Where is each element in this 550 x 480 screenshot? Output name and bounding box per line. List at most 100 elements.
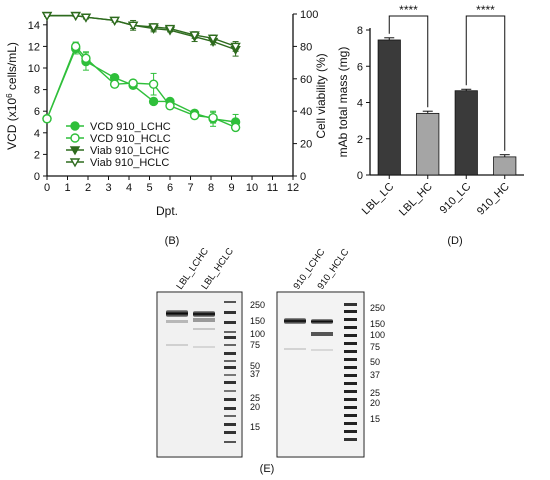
- data-point: [80, 13, 92, 23]
- chart-b-series: [41, 11, 241, 133]
- x-tick-label: 2: [85, 182, 91, 194]
- y-tick-label-left: 0: [34, 171, 40, 183]
- marker-label: 15: [370, 414, 380, 424]
- marker-label: 37: [250, 369, 260, 379]
- data-point: [70, 41, 81, 52]
- marker-label: 15: [250, 422, 260, 432]
- x-tick-label: 4: [126, 182, 132, 194]
- marker-label: 50: [250, 361, 260, 371]
- marker-label: 25: [250, 393, 260, 403]
- data-point: [81, 53, 91, 63]
- marker-label: 20: [250, 402, 260, 412]
- y-tick-label: 6: [357, 61, 363, 73]
- y-tick-label-left: 14: [28, 20, 40, 32]
- marker-label: 25: [370, 388, 380, 398]
- y-tick-label-right: 20: [300, 139, 312, 151]
- marker-label: 150: [370, 319, 385, 329]
- significance-1-bracket: [388, 15, 429, 108]
- chart-b-ylabel-left: VCD (x106 cells/mL): [5, 42, 19, 150]
- x-tick-label: 9: [228, 182, 234, 194]
- data-point: [189, 31, 200, 41]
- y-tick-label-right: 80: [300, 41, 312, 53]
- marker-label: 250: [250, 300, 265, 310]
- data-point: [109, 79, 120, 89]
- chart-d-caption: (D): [447, 235, 462, 247]
- band-lbl-lchc-150: [166, 310, 188, 317]
- data-point: [207, 34, 219, 44]
- y-tick-label-left: 2: [34, 149, 40, 161]
- data-point: [208, 112, 218, 123]
- data-point: [189, 110, 200, 121]
- data-point: [230, 42, 241, 52]
- y-tick-label: 0: [357, 170, 363, 182]
- legend-label: Viab 910_HCLC: [90, 157, 169, 169]
- chart-d-ylabel: mAb total mass (mg): [336, 47, 350, 158]
- x-tick-label: 3: [105, 182, 111, 194]
- legend-marker: [70, 133, 80, 143]
- data-point: [148, 23, 159, 33]
- legend-marker: [70, 121, 80, 131]
- marker-label: 150: [250, 316, 265, 326]
- marker-label: 75: [250, 340, 260, 350]
- ladder-910: [344, 303, 357, 441]
- x-tick-label: 11: [267, 182, 278, 194]
- y-tick-label: 2: [357, 134, 363, 146]
- legend-marker: [69, 146, 81, 156]
- marker-label: 250: [370, 303, 385, 313]
- y-tick-label-right: 60: [300, 74, 312, 86]
- data-point: [165, 101, 175, 111]
- data-point: [128, 78, 138, 88]
- y-tick-label: 4: [357, 98, 363, 110]
- data-point: [164, 24, 176, 34]
- data-point: [230, 122, 241, 133]
- legend-label: VCD 910_HCLC: [90, 133, 171, 145]
- marker-label: 100: [370, 330, 385, 340]
- data-point: [148, 96, 159, 107]
- significance-2-bracket: [465, 15, 506, 151]
- chart-b-caption: (B): [165, 235, 180, 247]
- band-910-hclc-150: [311, 319, 333, 324]
- x-tick-label: 12: [287, 182, 299, 194]
- band-lbl-hclc-150: [193, 311, 215, 317]
- x-tick-label: 6: [167, 182, 173, 194]
- y-tick-label-left: 12: [28, 41, 40, 53]
- y-tick-label-right: 100: [300, 9, 318, 21]
- data-point: [42, 114, 52, 124]
- y-tick-label-left: 6: [34, 106, 40, 118]
- x-tick-label: 8: [208, 182, 214, 194]
- growth-viability-chart: 0 1 2 3 4 5 6 7 8 9 10 11 1202468101214020406080100 …: [5, 9, 328, 247]
- data-point: [41, 11, 53, 22]
- chart-e-caption: (E): [260, 463, 275, 475]
- x-tick-label: 5: [146, 182, 152, 194]
- data-point: [148, 79, 159, 89]
- data-point: [109, 16, 120, 26]
- y-tick-label-left: 4: [34, 128, 40, 140]
- x-tick-label: 7: [187, 182, 193, 194]
- chart-b-xlabel: Dpt.: [156, 204, 178, 218]
- y-tick-label-right: 40: [300, 106, 312, 118]
- marker-label: 75: [370, 342, 380, 352]
- y-tick-label-left: 10: [28, 63, 40, 75]
- legend-label: Viab 910_LCHC: [90, 145, 169, 157]
- marker-label: 50: [370, 357, 380, 367]
- marker-label: 100: [250, 329, 265, 339]
- y-tick-label-right: 0: [300, 171, 306, 183]
- ladder-lbl: [224, 301, 236, 443]
- significance-1-label: ****: [399, 3, 418, 17]
- series-line-3: [47, 14, 236, 48]
- x-tick-label: 0: [44, 182, 50, 194]
- legend-label: VCD 910_LCHC: [90, 121, 171, 133]
- x-tick-label: 10: [246, 182, 258, 194]
- marker-label: 37: [370, 370, 380, 380]
- significance-2-label: ****: [476, 3, 495, 17]
- y-tick-label-left: 8: [34, 85, 40, 97]
- y-tick-label: 8: [357, 25, 363, 37]
- chart-b-ylabel-right: Cell viability (%): [314, 53, 328, 138]
- legend-marker: [69, 158, 81, 168]
